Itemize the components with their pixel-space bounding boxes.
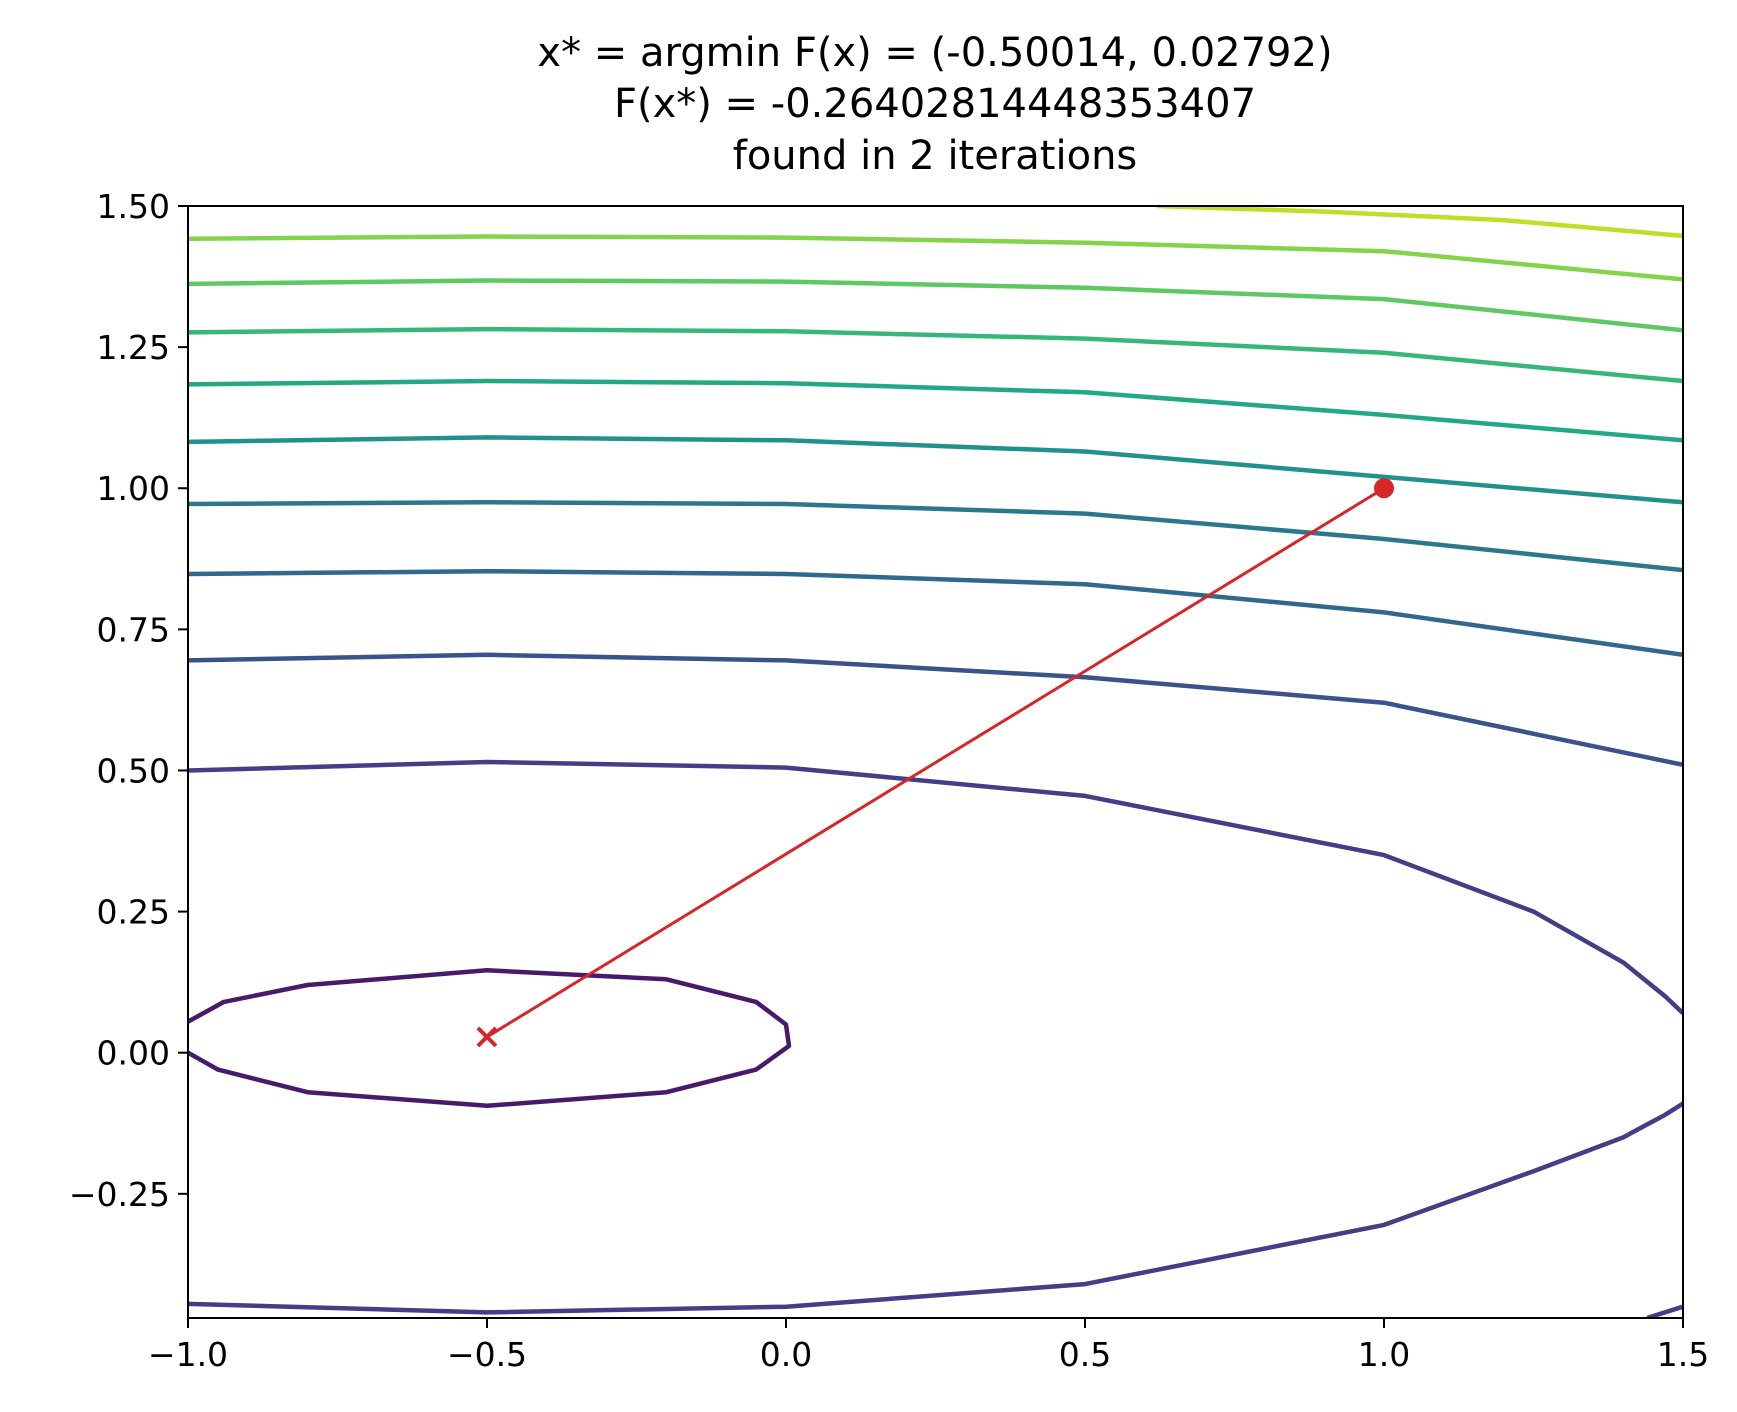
contour-line-1 [188, 968, 792, 1109]
contour-line-7 [188, 500, 1683, 573]
contour-line-2 [188, 759, 1683, 1015]
x-tick-label: −1.0 [148, 1335, 228, 1374]
optimization-path [476, 478, 1394, 1048]
chart-title-line-2: F(x*) = -0.26402814448353407 [614, 81, 1256, 127]
y-tick-label: 0.00 [97, 1034, 170, 1073]
contour-line-13 [1156, 206, 1683, 239]
chart-title: x* = argmin F(x) = (-0.50014, 0.02792) F… [537, 30, 1332, 179]
y-tick-label: 1.25 [97, 328, 170, 367]
contour-line-8 [188, 435, 1683, 505]
y-tick-label: −0.25 [69, 1175, 170, 1214]
x-axis: −1.0 −0.5 0.0 0.5 1.0 1.5 [148, 1318, 1709, 1374]
y-tick-label: 0.25 [97, 893, 170, 932]
contour-lines [188, 206, 1683, 1318]
y-tick-label: 1.00 [97, 469, 170, 508]
x-tick-label: 0.5 [1059, 1335, 1111, 1374]
y-tick-label: 0.75 [97, 610, 170, 649]
x-tick-label: 1.5 [1657, 1335, 1709, 1374]
contour-line-9 [188, 378, 1683, 443]
x-tick-label: 0.0 [760, 1335, 812, 1374]
y-tick-label: 1.50 [97, 187, 170, 226]
x-tick-label: −0.5 [447, 1335, 527, 1374]
contour-line-11 [188, 278, 1683, 333]
y-axis: 1.50 1.25 1.00 0.75 0.50 0.25 0.00 −0.25 [69, 187, 188, 1214]
plot-frame [187, 205, 1684, 1319]
chart-title-line-3: found in 2 iterations [733, 133, 1138, 179]
start-point-marker [1374, 478, 1394, 499]
y-tick-label: 0.50 [97, 751, 170, 790]
plot-area [187, 205, 1684, 1319]
minimum-point-marker [476, 1026, 498, 1048]
contour-line-12 [188, 234, 1683, 282]
contour-line-5 [188, 652, 1683, 768]
x-tick-label: 1.0 [1358, 1335, 1410, 1374]
contour-line-10 [188, 326, 1683, 384]
contour-line-6 [188, 568, 1683, 658]
path-segment [486, 486, 1385, 1039]
contour-line-3 [188, 1101, 1683, 1315]
chart-title-line-1: x* = argmin F(x) = (-0.50014, 0.02792) [537, 30, 1332, 76]
contour-line-4 [1646, 1304, 1683, 1318]
